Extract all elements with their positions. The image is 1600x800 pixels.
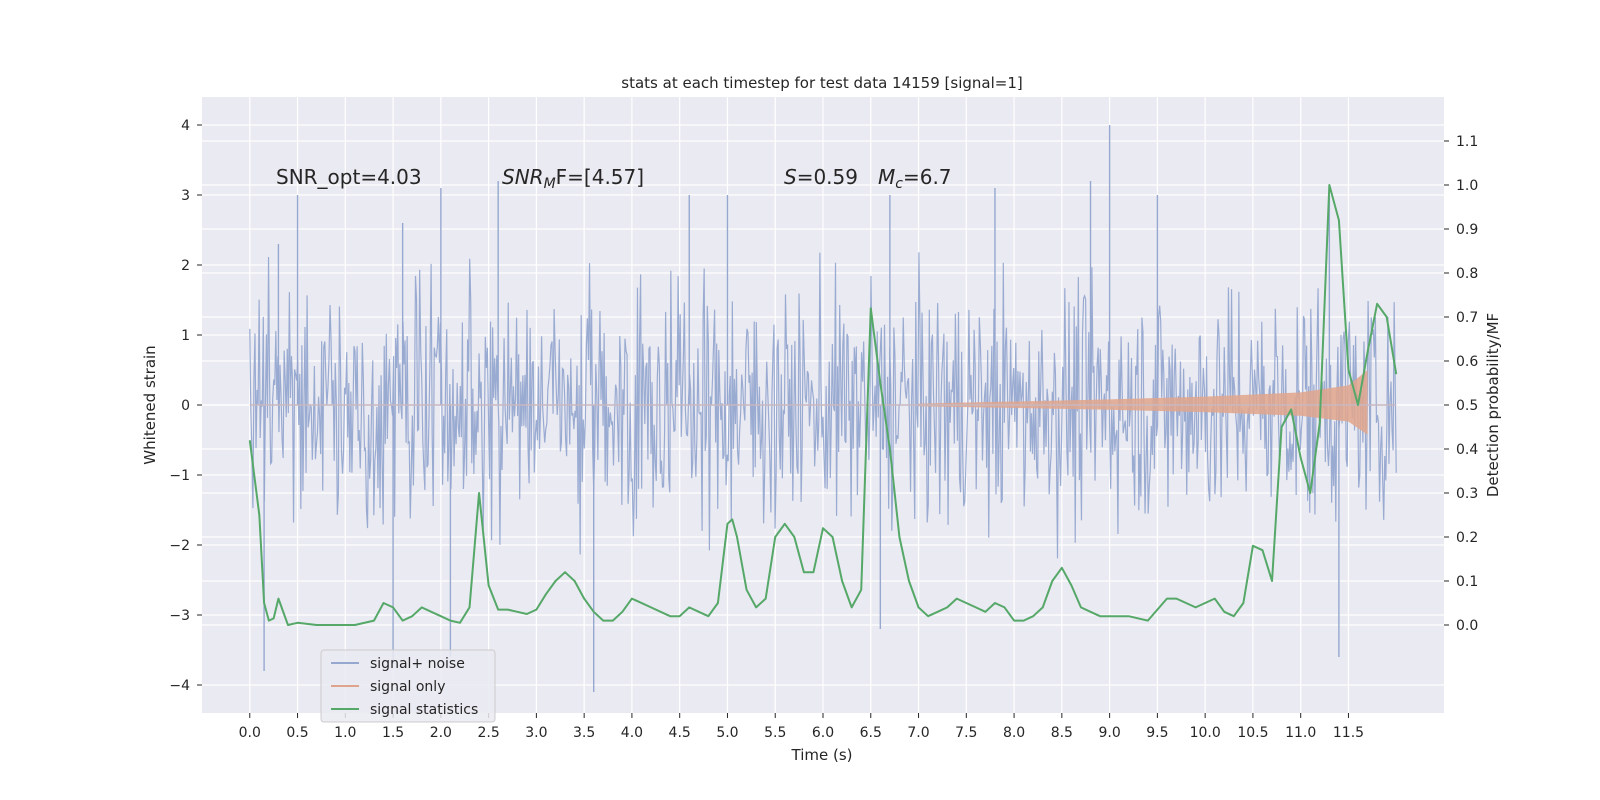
x-tick-label: 10.5: [1237, 725, 1268, 741]
legend-label-stats: signal statistics: [370, 702, 478, 718]
y-right-tick-label: 0.4: [1456, 442, 1478, 458]
y-right-tick-label: 1.1: [1456, 134, 1478, 150]
annotation-mc-var: M: [878, 165, 895, 189]
y-axis-title: Whitened strain: [141, 345, 159, 464]
x-tick-label: 6.5: [860, 725, 882, 741]
y-right-axis-ticks: 1.1 1.0 0.9 0.8 0.7 0.6 0.5 0.4 0.3 0.2 0.1 0.0: [1444, 134, 1478, 634]
x-tick-label: 0.5: [286, 725, 308, 741]
y-right-tick-label: 0.9: [1456, 222, 1478, 238]
x-tick-label: 7.0: [907, 725, 929, 741]
legend-label-noise: signal+ noise: [370, 656, 465, 672]
annotation-snr-mf-rest: F=[4.57]: [556, 165, 644, 189]
legend-label-signal: signal only: [370, 679, 445, 695]
annotation-mc-sub: c: [895, 176, 903, 192]
x-tick-label: 0.0: [239, 725, 261, 741]
chart-title: stats at each timestep for test data 141…: [621, 74, 1022, 92]
y-right-tick-label: 0.3: [1456, 486, 1478, 502]
x-axis-ticks: 0.0 0.5 1.0 1.5 2.0 2.5 3.0 3.5 4.0 4.5 5.0 5.5 6.0 6…: [239, 713, 1364, 741]
x-tick-label: 8.0: [1003, 725, 1025, 741]
x-tick-label: 9.5: [1146, 725, 1168, 741]
y-right-tick-label: 0.2: [1456, 530, 1478, 546]
x-tick-label: 3.0: [525, 725, 547, 741]
y-tick-label: 4: [181, 118, 190, 134]
x-tick-label: 3.5: [573, 725, 595, 741]
signal-only-envelope: [918, 370, 1368, 435]
y-tick-label: 3: [181, 188, 190, 204]
x-tick-label: 4.5: [669, 725, 691, 741]
annotation-snr-mf-main: SNR: [502, 165, 544, 189]
signal-noise-series: [249, 125, 1397, 692]
annotation-snr-mf: SNRMF=[4.57]: [502, 165, 644, 192]
x-tick-label: 9.0: [1098, 725, 1120, 741]
annotation-mc-rest: =6.7: [903, 165, 952, 189]
y-right-tick-label: 0.6: [1456, 354, 1478, 370]
y-right-tick-label: 1.0: [1456, 178, 1478, 194]
x-tick-label: 11.5: [1333, 725, 1364, 741]
x-axis-title: Time (s): [791, 746, 853, 764]
annotation-snr-opt: SNR_opt=4.03: [276, 165, 422, 189]
x-tick-label: 1.0: [334, 725, 356, 741]
x-tick-label: 6.0: [812, 725, 834, 741]
annotation-s: S=0.59: [784, 165, 858, 189]
y-right-tick-label: 0.7: [1456, 310, 1478, 326]
x-tick-label: 10.0: [1190, 725, 1221, 741]
signal-statistics-series: [248, 184, 1398, 626]
y-right-tick-label: 0.1: [1456, 574, 1478, 590]
y-right-tick-label: 0.8: [1456, 266, 1478, 282]
annotation-s-rest: =0.59: [797, 165, 858, 189]
legend-box: [320, 649, 496, 723]
y-right-tick-label: 0.0: [1456, 618, 1478, 634]
y-tick-label: 0: [181, 398, 190, 414]
y-tick-label: −3: [169, 608, 190, 624]
x-tick-label: 11.0: [1285, 725, 1316, 741]
x-tick-label: 7.5: [955, 725, 977, 741]
signal-only-series: [249, 370, 1397, 435]
x-tick-label: 4.0: [621, 725, 643, 741]
annotation-s-var: S: [784, 165, 797, 189]
y-tick-label: −4: [169, 678, 190, 694]
x-tick-label: 5.5: [764, 725, 786, 741]
annotation-snr-mf-sub: M: [544, 176, 556, 192]
y-axis-ticks: 4 3 2 1 0 −1 −2 −3 −4: [169, 118, 202, 694]
y-tick-label: 2: [181, 258, 190, 274]
y-right-axis-title: Detection probability/MF: [1484, 313, 1502, 497]
y-tick-label: −1: [169, 468, 190, 484]
x-tick-label: 1.5: [382, 725, 404, 741]
x-tick-label: 5.0: [716, 725, 738, 741]
x-tick-label: 2.5: [477, 725, 499, 741]
x-tick-label: 8.5: [1051, 725, 1073, 741]
x-tick-label: 2.0: [430, 725, 452, 741]
y-tick-label: 1: [181, 328, 190, 344]
annotation-mc: Mc=6.7: [878, 165, 952, 192]
y-right-tick-label: 0.5: [1456, 398, 1478, 414]
y-tick-label: −2: [169, 538, 190, 554]
legend: signal+ noise signal only signal statist…: [320, 649, 496, 723]
signal-statistics-line: [248, 184, 1398, 626]
